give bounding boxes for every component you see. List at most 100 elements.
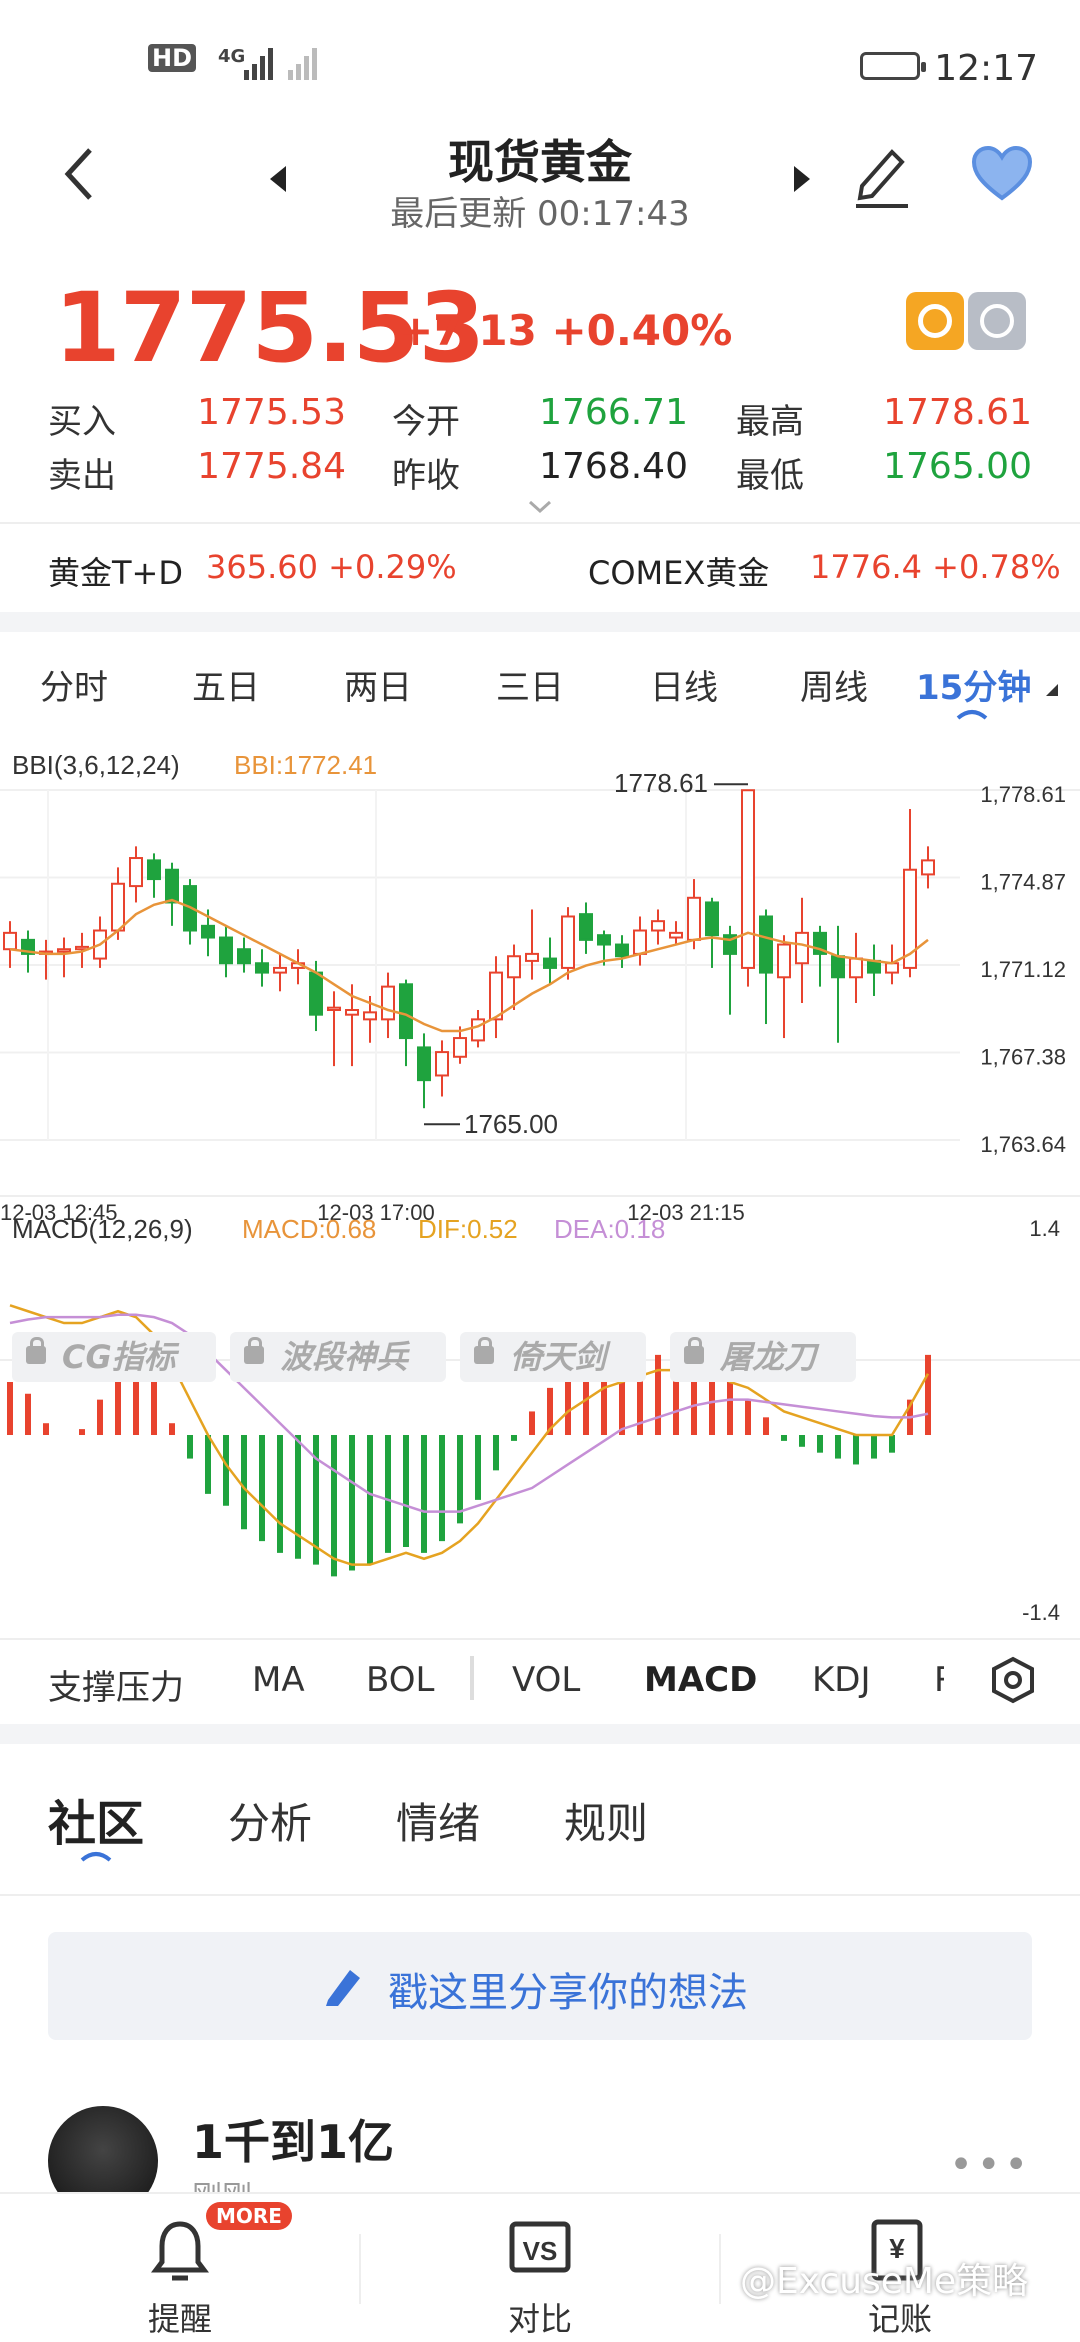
candlesticks [3, 789, 935, 1109]
candle-body [543, 957, 557, 969]
edit-icon[interactable] [852, 140, 912, 210]
tab-weekly[interactable]: 周线 [800, 668, 868, 708]
macd-axis-bottom: -1.4 [1022, 1600, 1060, 1625]
tab-analysis[interactable]: 分析 [228, 1799, 313, 1848]
indicator-r[interactable]: R [934, 1660, 944, 1700]
divider [0, 1638, 1080, 1640]
page-title: 现货黄金 [448, 135, 632, 189]
price-tick: 1,767.38 [980, 1045, 1066, 1070]
indicator-macd[interactable]: MACD [644, 1660, 758, 1700]
divider [0, 522, 1080, 524]
expand-chevron-icon[interactable] [528, 500, 552, 514]
indicator-bol[interactable]: BOL [366, 1660, 435, 1700]
more-options-icon[interactable]: ••• [949, 2142, 1032, 2188]
tab-intraday[interactable]: 分时 [40, 668, 108, 708]
tab-daily[interactable]: 日线 [650, 668, 718, 708]
indicator-vol[interactable]: VOL [512, 1660, 581, 1700]
candle-body [399, 983, 413, 1040]
candle-body [453, 1037, 467, 1058]
prev-item-icon[interactable] [268, 164, 290, 194]
share-placeholder: 戳这里分享你的想法 [388, 1970, 748, 2016]
status-bar: HD 4G 12:17 [0, 0, 1080, 130]
candle-body [147, 859, 161, 881]
locked-indicator-cg[interactable]: CG指标 [12, 1332, 216, 1382]
candle-body [507, 955, 521, 979]
tab-15min[interactable]: 15分钟 [916, 668, 1032, 708]
active-tab-indicator [80, 1852, 112, 1862]
nav-notes-label: 记账 [867, 2300, 932, 2338]
battery-icon [860, 52, 926, 80]
locked-indicator-wave[interactable]: 波段神兵 [230, 1332, 446, 1382]
candle-body [3, 931, 17, 951]
currency-icon[interactable] [968, 292, 1026, 350]
high-price: 1778.61 [883, 392, 1032, 433]
buy-price: 1775.53 [197, 392, 346, 433]
locked-indicator-blade[interactable]: 屠龙刀 [670, 1332, 856, 1382]
nav-notes[interactable]: ¥ 记账 [720, 2194, 1080, 2342]
price-tick: 1,763.64 [980, 1132, 1066, 1157]
tab-dropdown-icon[interactable] [1044, 682, 1060, 698]
candle-body [687, 896, 701, 941]
bell-icon [151, 2221, 209, 2281]
price-change: +7.13 +0.40% [398, 306, 733, 355]
nav-compare[interactable]: VS 对比 [360, 2194, 720, 2342]
svg-text:¥: ¥ [889, 2233, 905, 2264]
kline-chart[interactable]: 1,778.61 1,774.87 1,771.12 1,767.38 1,763.64… [0, 740, 1080, 1640]
divider [470, 1656, 474, 1700]
candle-body [471, 1018, 485, 1042]
more-badge: MORE [206, 2202, 292, 2230]
time-tick: 12-03 21:15 [627, 1200, 744, 1225]
share-thought-input[interactable]: 戳这里分享你的想法 [48, 1932, 1032, 2040]
candle-body [219, 936, 233, 965]
price-tick: 1,771.12 [980, 957, 1066, 982]
candle-body [633, 929, 647, 955]
tab-five-day[interactable]: 五日 [192, 668, 260, 708]
related-comex-name[interactable]: COMEX黄金 [588, 554, 770, 592]
ledger-icon: ¥ [871, 2219, 923, 2281]
indicator-ma[interactable]: MA [252, 1660, 305, 1700]
high-marker-label: 1778.61 [614, 768, 708, 798]
nav-remind[interactable]: MORE 提醒 [0, 2194, 360, 2342]
locked-indicator-sword[interactable]: 倚天剑 [460, 1332, 646, 1382]
related-comex-value[interactable]: 1776.4 +0.78% [810, 548, 1061, 586]
alert-coin-icon[interactable] [906, 292, 964, 350]
next-item-icon[interactable] [790, 164, 812, 194]
nav-compare-label: 对比 [507, 2300, 572, 2338]
candle-body [345, 1009, 359, 1016]
back-icon[interactable] [60, 144, 100, 204]
related-td-name[interactable]: 黄金T+D [48, 554, 184, 592]
favorite-heart-icon[interactable] [970, 144, 1034, 204]
app-header: 现货黄金 最后更新 00:17:43 [0, 120, 1080, 250]
buy-label: 买入 [48, 402, 116, 442]
candle-body [525, 952, 539, 962]
lock-icon [244, 1337, 264, 1364]
lock-icon [684, 1337, 704, 1364]
candle-body [435, 1051, 449, 1077]
tab-two-day[interactable]: 两日 [344, 668, 412, 708]
post-author[interactable]: 1千到1亿 [192, 2115, 395, 2169]
chart-grid [0, 789, 1080, 1361]
candle-body [741, 789, 755, 969]
prev-close-label: 昨收 [392, 456, 460, 496]
network-type: 4G [218, 46, 246, 67]
related-td-value[interactable]: 365.60 +0.29% [206, 548, 457, 586]
indicator-support[interactable]: 支撑压力 [48, 1668, 184, 1708]
candle-body [579, 913, 593, 941]
watermark: @ExcuseMe策略 [740, 2261, 1029, 2302]
candle-body [129, 857, 143, 888]
lock-icon [26, 1337, 46, 1364]
divider [0, 1894, 1080, 1896]
candle-body [273, 966, 287, 974]
indicator-kdj[interactable]: KDJ [812, 1660, 871, 1700]
candle-body [237, 948, 251, 965]
tab-sentiment[interactable]: 情绪 [396, 1799, 481, 1848]
signal-icon [244, 48, 317, 80]
tab-community[interactable]: 社区 [48, 1796, 145, 1852]
dea-legend-value: DEA:0.18 [554, 1214, 665, 1244]
candle-body [417, 1046, 431, 1082]
tab-rules[interactable]: 规则 [564, 1799, 649, 1848]
tab-three-day[interactable]: 三日 [496, 668, 564, 708]
candle-body [363, 1011, 377, 1021]
bottom-nav: MORE 提醒 VS 对比 ¥ 记账 [0, 2192, 1080, 2340]
settings-hexagon-icon[interactable] [990, 1656, 1036, 1704]
